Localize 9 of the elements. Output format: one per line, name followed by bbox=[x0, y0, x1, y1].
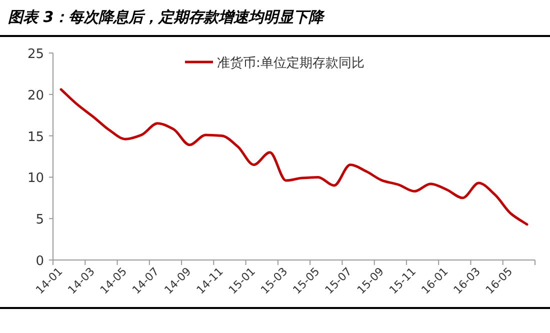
legend-label: 准货币:单位定期存款同比 bbox=[217, 56, 364, 71]
y-tick-label: 0 bbox=[36, 254, 44, 269]
y-tick-label: 5 bbox=[36, 212, 44, 228]
chart-title: 图表 3：每次降息后，定期存款增速均明显下降 bbox=[8, 8, 326, 26]
line-series bbox=[60, 88, 528, 226]
y-tick-label: 20 bbox=[27, 88, 44, 104]
y-tick-label: 15 bbox=[27, 130, 44, 145]
y-tick-label: 10 bbox=[27, 171, 44, 186]
y-tick-label: 25 bbox=[27, 47, 44, 62]
